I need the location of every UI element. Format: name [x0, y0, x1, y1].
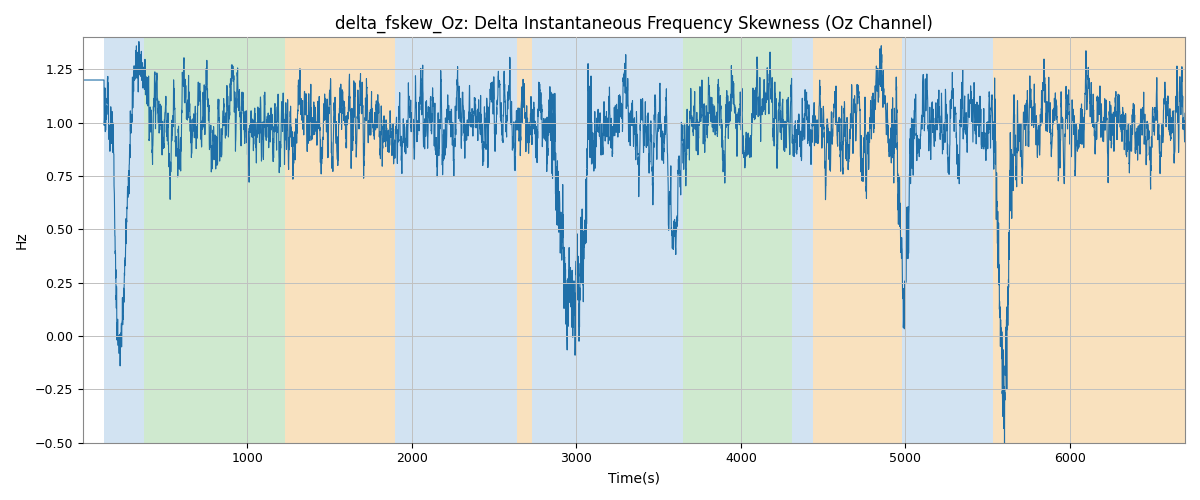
Bar [395, 38, 517, 442]
Title: delta_fskew_Oz: Delta Instantaneous Frequency Skewness (Oz Channel): delta_fskew_Oz: Delta Instantaneous Freq… [335, 15, 932, 34]
Bar [992, 38, 1184, 442]
Y-axis label: Hz: Hz [14, 231, 29, 249]
Bar [517, 38, 532, 442]
Bar [683, 38, 792, 442]
Bar [792, 38, 814, 442]
Bar [286, 38, 395, 442]
Bar [902, 38, 992, 442]
X-axis label: Time(s): Time(s) [608, 471, 660, 485]
Bar [104, 38, 144, 442]
Bar [814, 38, 902, 442]
Bar [532, 38, 683, 442]
Bar [144, 38, 286, 442]
